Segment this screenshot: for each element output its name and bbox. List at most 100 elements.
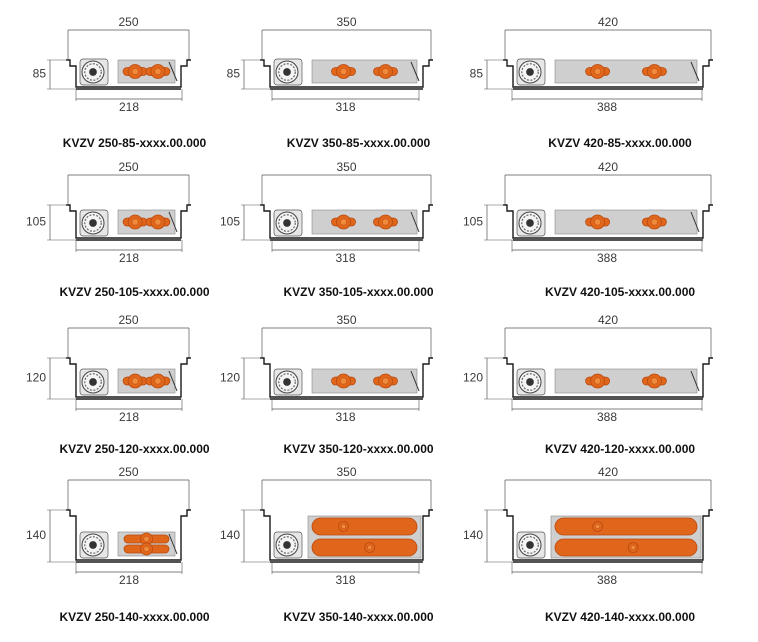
convector-unit: 420 105 388 [463,160,713,265]
valve-core [651,218,658,226]
convector-unit: 250 140 218 [26,465,191,587]
bracket [690,370,700,392]
valve-core [382,377,389,385]
convector-unit: 250 120 218 [26,313,191,424]
fan-blades [84,373,102,391]
width-outer-label: 420 [598,160,618,174]
trough-outline [260,204,433,239]
valve-core [131,377,139,385]
fan-blades [521,214,539,232]
convector-unit: 420 120 388 [463,313,713,424]
height-label: 105 [463,215,483,229]
fan-blades [278,536,296,554]
convector-unit: 350 140 318 [220,465,433,587]
valve-core [367,545,373,550]
width-inner-label: 218 [119,573,139,587]
width-outer-label: 250 [118,15,138,29]
trough-outline [66,509,191,561]
fan-hub [526,68,534,76]
width-outer-label: 350 [336,465,356,479]
fan-blades [521,536,539,554]
valve-core [131,68,139,75]
width-inner-label: 388 [597,573,617,587]
fan-hub [283,541,291,549]
model-caption: KVZV 420-120-xxxx.00.000 [544,442,696,456]
width-outer-label: 250 [118,465,138,479]
height-label: 85 [33,67,47,81]
bracket [168,61,178,82]
width-inner-label: 388 [597,251,617,265]
pipe [554,517,698,536]
valve-core [382,68,389,75]
valve-core [651,68,658,75]
fan-hub [89,219,97,227]
convector-unit: 350 85 318 [227,15,433,114]
valve-core [154,68,162,75]
pipe [554,538,698,557]
fan-hub [89,378,97,386]
model-caption: KVZV 350-85-xxxx.00.000 [286,136,431,150]
width-inner-label: 318 [335,251,355,265]
convector-unit: 350 105 318 [220,160,433,265]
valve-core [340,218,347,226]
width-inner-label: 388 [597,410,617,424]
exchanger-plate [311,209,418,235]
fan-blades [521,373,539,391]
fan-hub [526,219,534,227]
height-label: 85 [227,67,241,81]
bracket [168,211,178,233]
height-label: 120 [26,371,46,385]
convector-unit: 350 120 318 [220,313,433,424]
exchanger-plate [554,59,698,84]
height-label: 140 [463,528,483,542]
fan-blades [521,63,539,81]
model-caption: KVZV 350-105-xxxx.00.000 [283,285,434,299]
exchanger-plate [311,368,418,394]
fan-hub [283,378,291,386]
trough-outline [66,59,191,88]
pipe [311,517,418,536]
fan-blades [84,536,102,554]
width-outer-label: 420 [598,15,618,29]
model-caption: KVZV 420-140-xxxx.00.000 [544,610,696,624]
convector-unit: 420 85 388 [470,15,713,114]
trough-outline [503,59,713,88]
width-inner-label: 218 [119,100,139,114]
valve-core [382,218,389,226]
trough-outline [66,204,191,239]
height-label: 120 [220,371,240,385]
valve-core [594,68,601,75]
fan-hub [283,68,291,76]
height-label: 85 [470,67,484,81]
convector-unit: 420 140 388 [463,465,713,587]
bracket [168,370,178,392]
valve-core [154,377,162,385]
fan-hub [89,68,97,76]
model-caption: KVZV 350-140-xxxx.00.000 [283,610,434,624]
width-inner-label: 318 [335,410,355,424]
width-outer-label: 350 [336,15,356,29]
convector-unit: 250 85 218 [33,15,191,114]
fan-hub [526,541,534,549]
model-caption: KVZV 250-140-xxxx.00.000 [59,610,210,624]
fan-blades [278,373,296,391]
bracket [690,61,700,82]
exchanger-plate [554,209,698,235]
valve-core [131,218,139,226]
model-caption: KVZV 420-85-xxxx.00.000 [548,136,692,150]
model-caption: KVZV 250-120-xxxx.00.000 [59,442,210,456]
height-label: 120 [463,371,483,385]
trough-outline [260,59,433,88]
width-inner-label: 218 [119,251,139,265]
valve-core [341,524,346,529]
width-inner-label: 318 [335,100,355,114]
model-caption: KVZV 420-105-xxxx.00.000 [544,285,696,299]
width-inner-label: 218 [119,410,139,424]
fan-blades [84,63,102,81]
fan-hub [89,541,97,549]
model-caption: KVZV 250-105-xxxx.00.000 [59,285,210,299]
valve-core [595,524,601,529]
valve-core [154,218,162,226]
convector-unit: 250 105 218 [26,160,191,265]
